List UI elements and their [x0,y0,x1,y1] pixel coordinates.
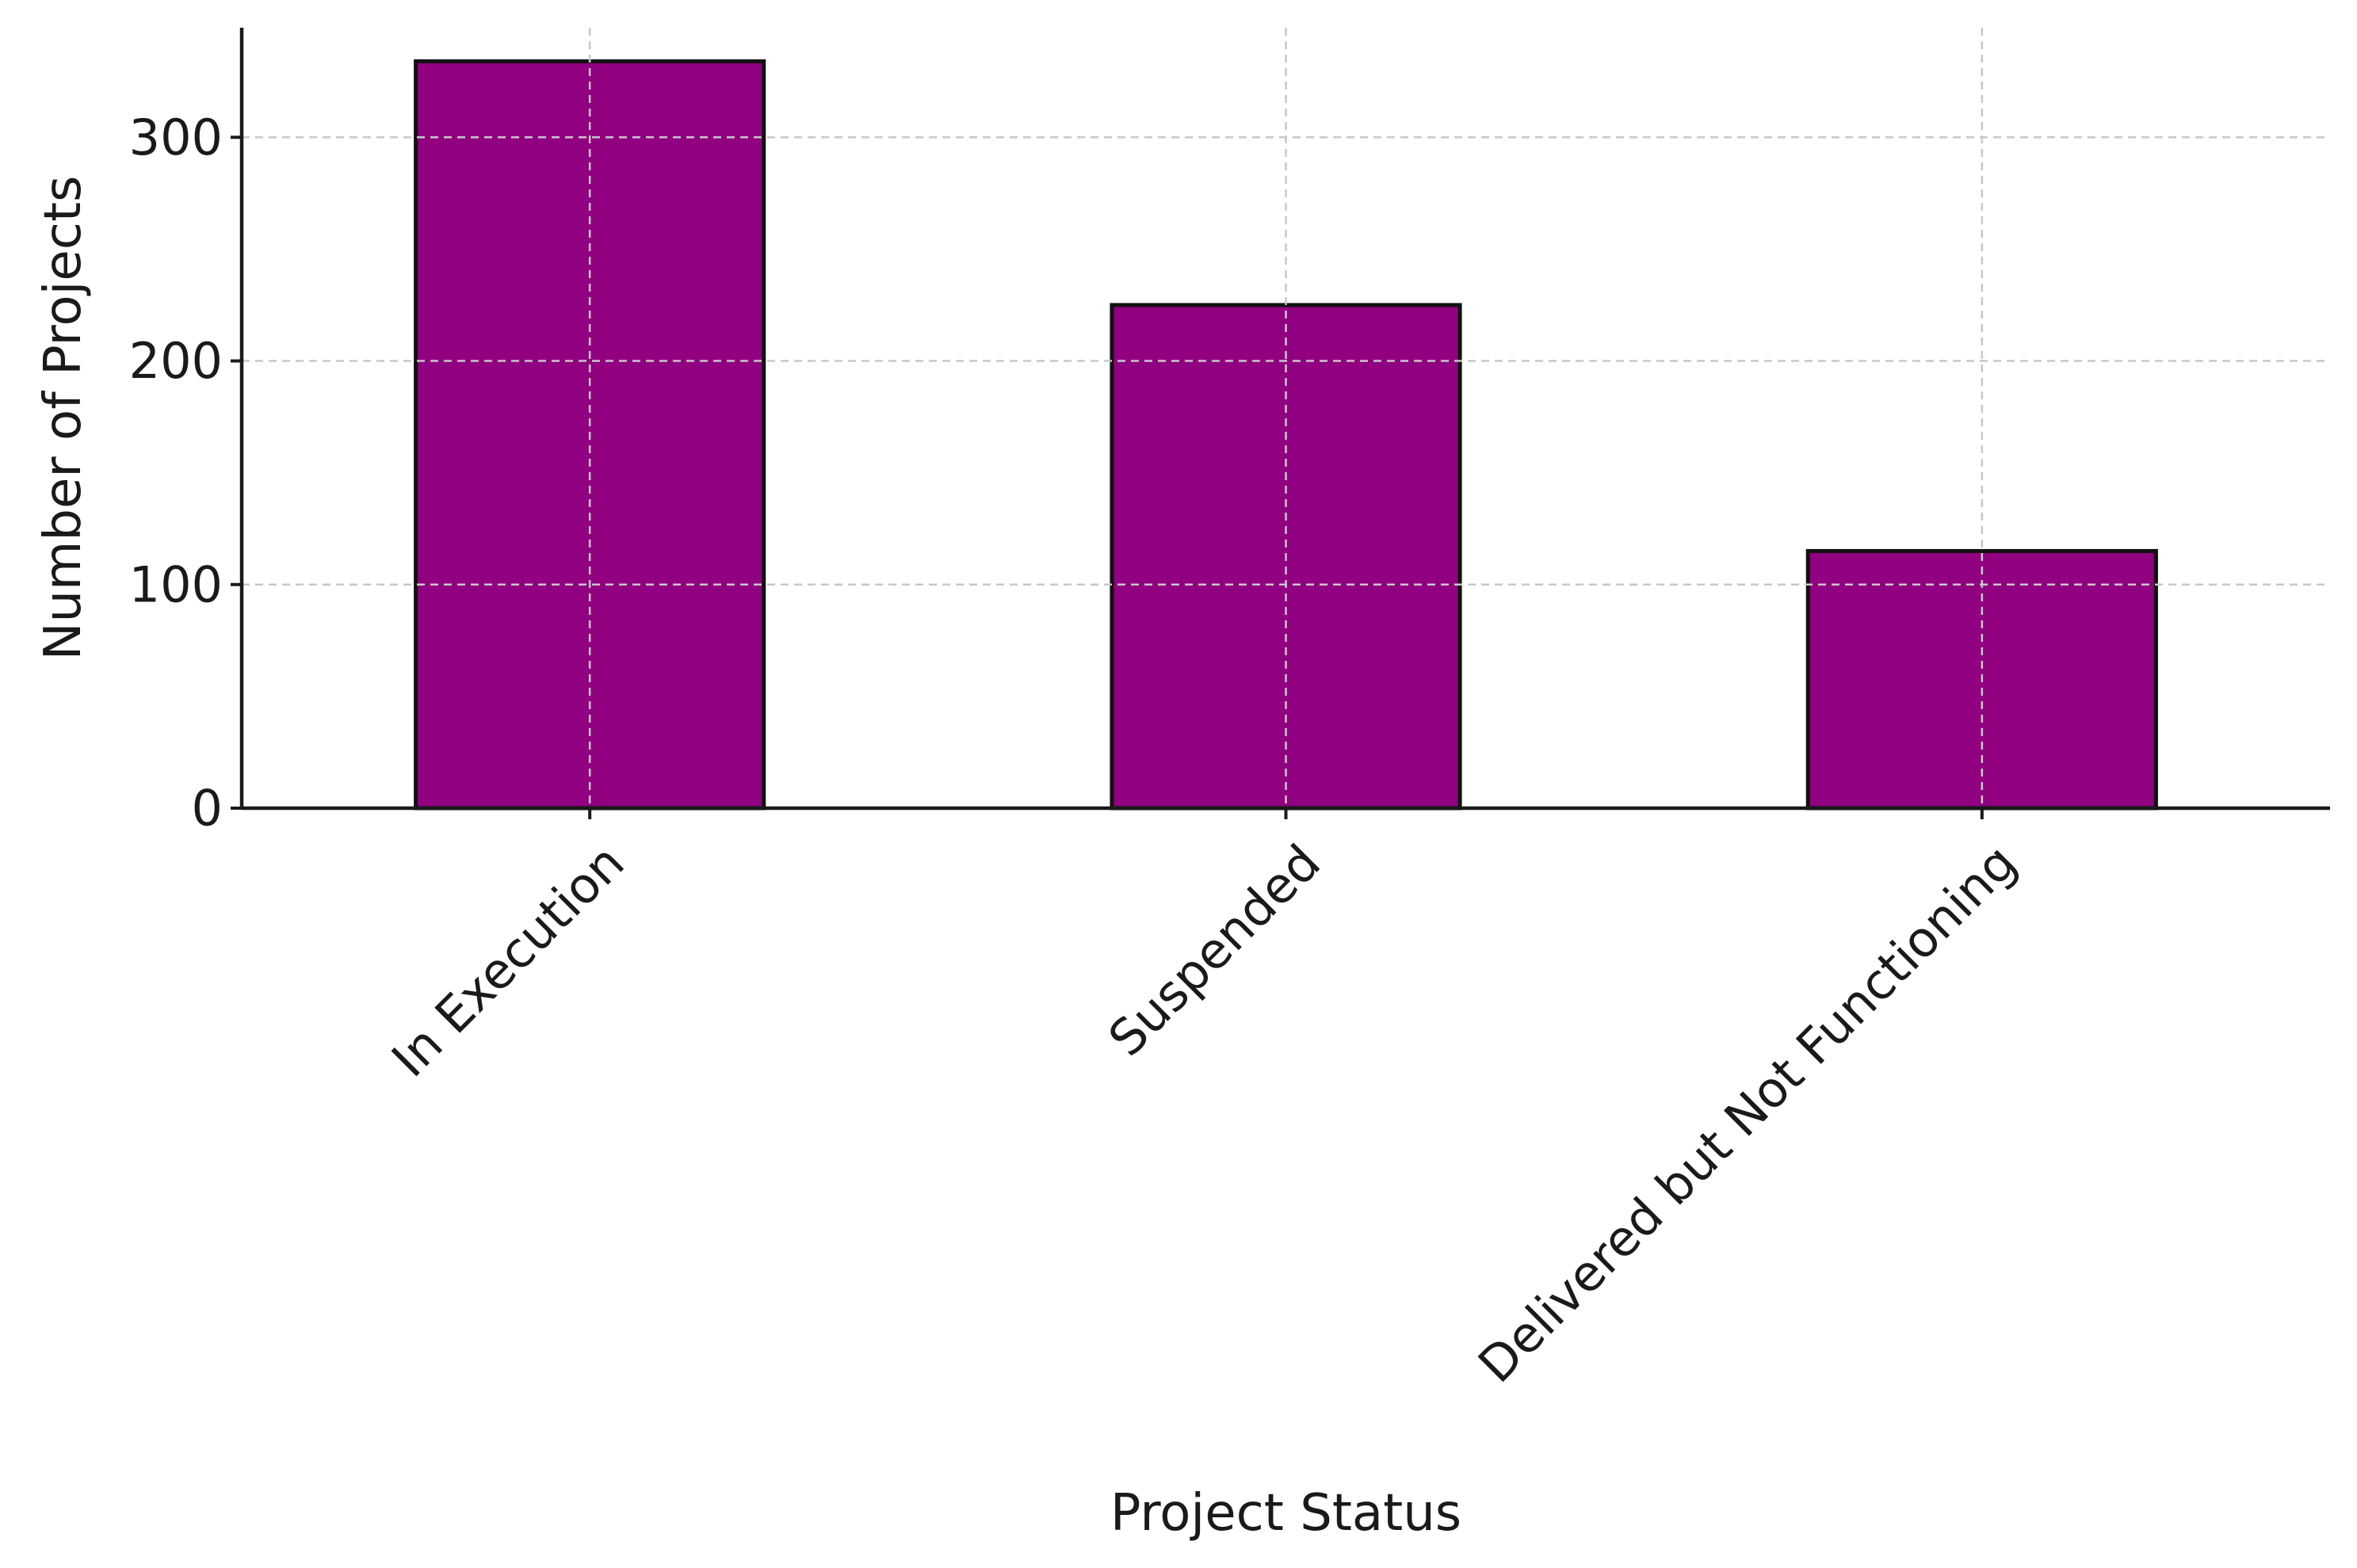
grid-layer [242,28,2330,808]
y-tick-label: 200 [129,332,223,390]
y-tick-label: 100 [129,555,223,613]
y-tick-label: 0 [192,780,223,837]
x-tick-label: In Execution [380,834,635,1088]
x-tick-label: Delivered but Not Functioning [1467,834,2027,1394]
x-axis-label: Project Status [1110,1484,1461,1543]
y-axis-label: Number of Projects [34,176,93,661]
y-tick-label: 300 [129,109,223,166]
ticks-layer: 0 100 200 300 In Execution Suspended Delivered… [129,109,2028,1394]
x-tick-label: Suspended [1098,834,1331,1067]
